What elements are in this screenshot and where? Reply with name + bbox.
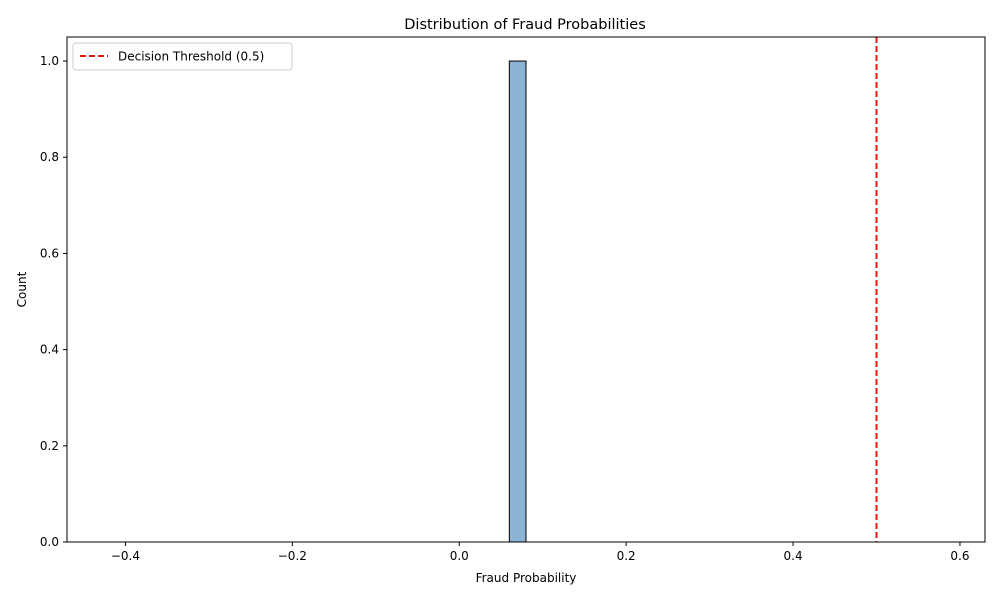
x-axis-ticks: −0.4 −0.2 0.0 0.2 0.4 0.6 (111, 542, 970, 563)
y-tick-label: 1.0 (40, 54, 59, 68)
plot-area-frame (66, 36, 986, 543)
legend-box (72, 42, 293, 71)
histogram-bar (508, 60, 527, 543)
x-tick-label: −0.4 (111, 549, 140, 563)
legend: Decision Threshold (0.5) (72, 42, 293, 71)
x-tick-label: 0.4 (784, 549, 803, 563)
y-tick-label: 0.6 (40, 246, 59, 260)
x-tick-label: 0.0 (450, 549, 469, 563)
x-axis-label: Fraud Probability (476, 571, 577, 585)
y-axis-ticks: 0.0 0.2 0.4 0.6 0.8 1.0 (40, 54, 67, 549)
y-axis-label: Count (15, 271, 29, 307)
x-tick-label: 0.6 (950, 549, 969, 563)
legend-threshold-label: Decision Threshold (0.5) (118, 50, 264, 64)
bars-layer (508, 60, 527, 543)
chart-title: Distribution of Fraud Probabilities (404, 17, 646, 33)
y-tick-label: 0.4 (40, 343, 59, 357)
y-tick-label: 0.8 (40, 150, 59, 164)
x-tick-label: 0.2 (617, 549, 636, 563)
y-tick-label: 0.0 (40, 535, 59, 549)
x-tick-label: −0.2 (278, 549, 307, 563)
y-tick-label: 0.2 (40, 439, 59, 453)
